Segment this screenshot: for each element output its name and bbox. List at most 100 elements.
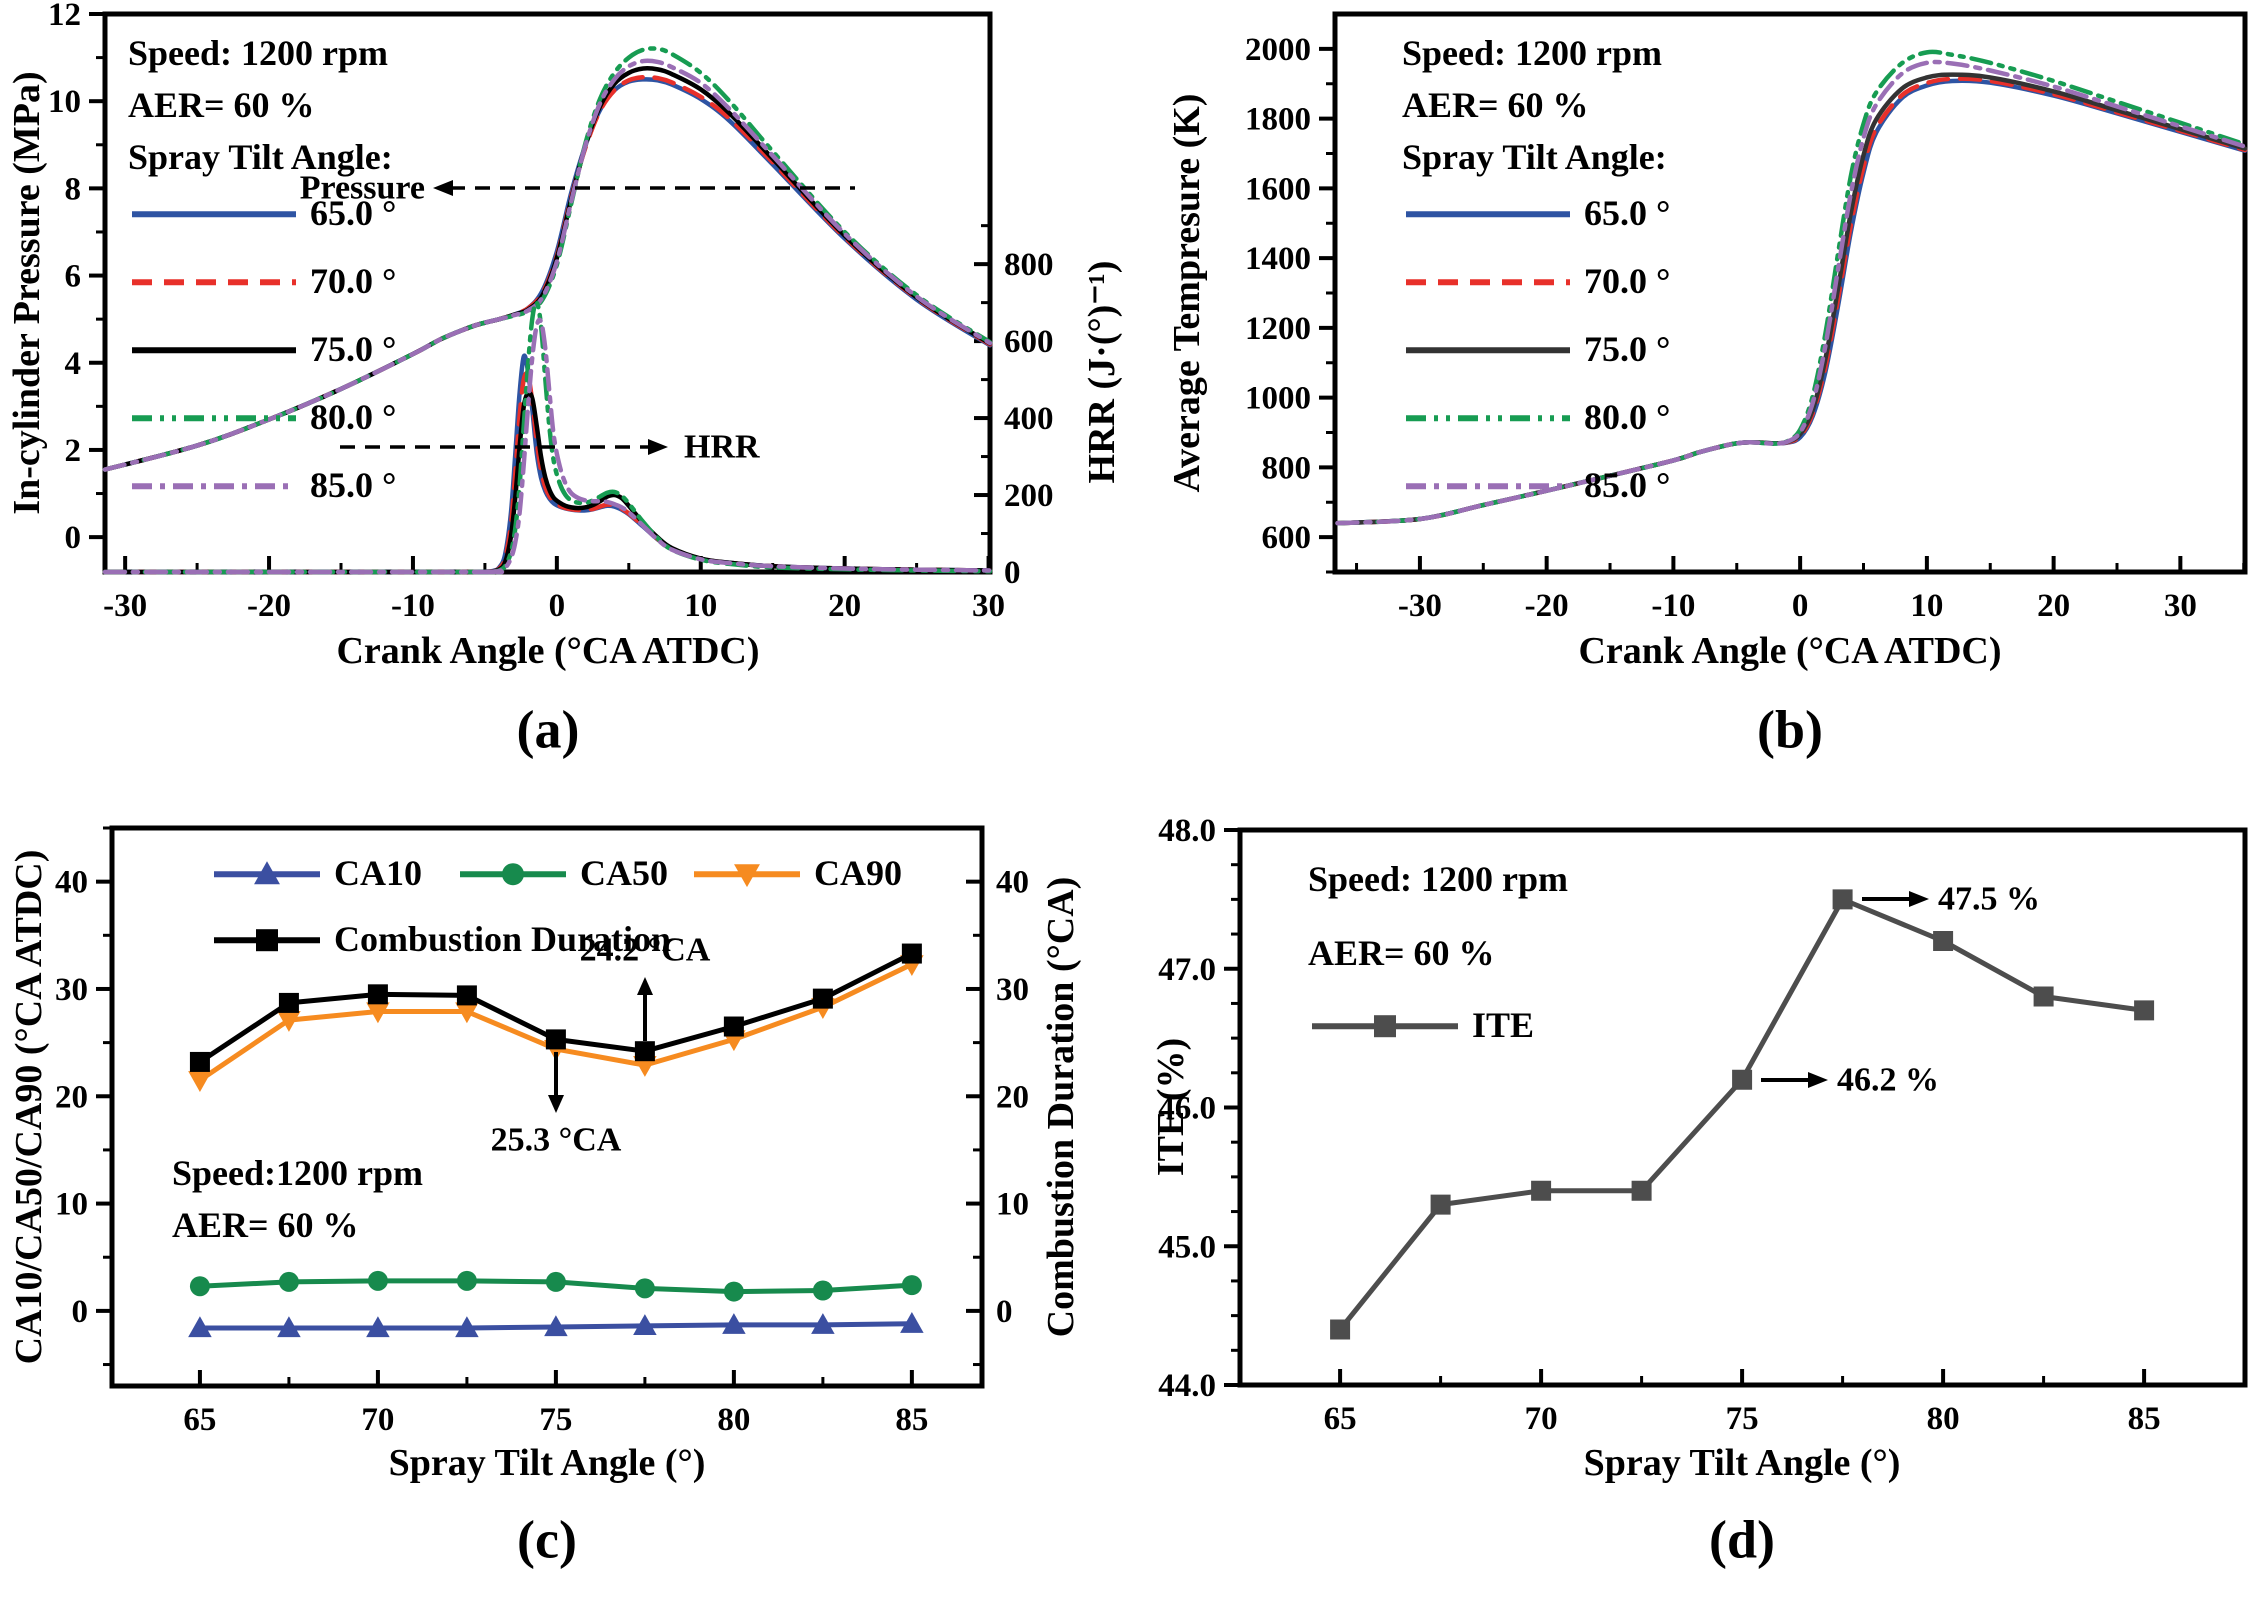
svg-text:20: 20 <box>55 1079 88 1115</box>
legend-entry-combustion-duration: Combustion Duration <box>212 920 671 960</box>
legend-label: 75.0 ° <box>1584 329 1671 370</box>
panel-a-x-title: Crank Angle (°CA ATDC) <box>336 630 760 673</box>
svg-text:47.0: 47.0 <box>1158 952 1216 988</box>
svg-text:2000: 2000 <box>1245 32 1311 68</box>
series-hrr-85-0- <box>102 317 993 575</box>
panel-a-info-aer: AER= 60 % <box>128 85 315 126</box>
svg-text:85: 85 <box>2128 1401 2161 1437</box>
legend-label: 65.0 ° <box>310 193 397 234</box>
svg-text:0: 0 <box>72 1294 89 1330</box>
svg-text:6: 6 <box>65 259 82 295</box>
svg-text:20: 20 <box>2037 588 2070 624</box>
legend-entry-ite: ITE <box>1310 1006 1534 1046</box>
legend-entry-b-65: 65.0 ° <box>1404 194 1670 234</box>
legend-cd-swatch <box>212 926 322 954</box>
svg-text:2: 2 <box>65 433 82 469</box>
legend-label: 75.0 ° <box>310 329 397 370</box>
svg-text:70: 70 <box>361 1402 394 1438</box>
svg-text:10: 10 <box>55 1187 88 1223</box>
legend-entry-b-75: 75.0 ° <box>1404 330 1670 370</box>
legend-entry-b-70: 70.0 ° <box>1404 262 1670 302</box>
legend-entry-ca90: CA90 <box>692 854 902 894</box>
annotation-47-5: 47.5 % <box>1938 880 2040 918</box>
svg-text:0: 0 <box>65 520 82 556</box>
panel-b-info-legend-title: Spray Tilt Angle: <box>1402 137 1667 178</box>
panel-d-x-title: Spray Tilt Angle (°) <box>1583 1442 1901 1485</box>
svg-text:1200: 1200 <box>1245 311 1311 347</box>
legend-line-75-swatch <box>1404 336 1572 364</box>
annotation-46-2: 46.2 % <box>1837 1061 1939 1099</box>
panel-c-info-speed: Speed:1200 rpm <box>172 1153 423 1194</box>
svg-text:0: 0 <box>1004 555 1021 591</box>
svg-text:30: 30 <box>55 972 88 1008</box>
legend-label: CA10 <box>334 853 422 894</box>
series-temperature-85-0- <box>1335 59 2248 526</box>
legend-ca50-swatch <box>458 860 568 888</box>
series-pressure-85-0- <box>102 58 993 472</box>
svg-text:10: 10 <box>48 84 81 120</box>
panel-c-plot: 65 70 75 80 85 0 10 20 30 40 0 10 20 30 40 <box>55 825 1029 1438</box>
panel-c-y-right-title: Combustion Duration (°CA) <box>1040 876 1083 1338</box>
svg-text:1800: 1800 <box>1245 102 1311 138</box>
svg-text:80: 80 <box>1927 1401 1960 1437</box>
annotation-24-2-ca: 24.2 °CA <box>579 931 711 969</box>
legend-label: Combustion Duration <box>334 919 672 960</box>
svg-text:600: 600 <box>1262 520 1312 556</box>
svg-text:10: 10 <box>996 1187 1029 1223</box>
legend-line-70-swatch <box>130 268 298 296</box>
legend-label: 80.0 ° <box>1584 397 1671 438</box>
legend-entry-a-65: 65.0 ° <box>130 194 396 234</box>
svg-text:-30: -30 <box>1398 588 1442 624</box>
svg-text:4: 4 <box>65 346 82 382</box>
svg-text:600: 600 <box>1004 324 1054 360</box>
legend-line-85-swatch <box>130 472 298 500</box>
svg-text:30: 30 <box>2164 588 2197 624</box>
svg-text:65: 65 <box>1324 1401 1357 1437</box>
svg-text:75: 75 <box>539 1402 572 1438</box>
svg-text:0: 0 <box>1792 588 1809 624</box>
series-hrr-80-0- <box>102 300 993 575</box>
svg-text:40: 40 <box>996 865 1029 901</box>
panel-d-plot: 65 70 75 80 85 44.0 45.0 46.0 47.0 48.0 <box>1158 813 2248 1437</box>
svg-text:40: 40 <box>55 865 88 901</box>
legend-entry-a-75: 75.0 ° <box>130 330 396 370</box>
svg-text:30: 30 <box>996 972 1029 1008</box>
svg-text:65: 65 <box>183 1402 216 1438</box>
annotation-arrows <box>340 180 1929 1113</box>
svg-text:80: 80 <box>717 1402 750 1438</box>
panel-b-x-title: Crank Angle (°CA ATDC) <box>1578 630 2002 673</box>
legend-label: 80.0 ° <box>310 397 397 438</box>
svg-text:8: 8 <box>65 171 82 207</box>
panel-d-y-title: ITE (%) <box>1150 1037 1193 1177</box>
legend-label: CA50 <box>580 853 668 894</box>
panel-a-info-speed: Speed: 1200 rpm <box>128 33 388 74</box>
svg-text:1400: 1400 <box>1245 241 1311 277</box>
svg-text:75: 75 <box>1726 1401 1759 1437</box>
legend-label: 70.0 ° <box>310 261 397 302</box>
legend-line-75-swatch <box>130 336 298 364</box>
panel-b-y-title: Average Tempresure (K) <box>1166 93 1209 493</box>
svg-text:1000: 1000 <box>1245 381 1311 417</box>
legend-label: 85.0 ° <box>1584 465 1671 506</box>
legend-entry-ca10: CA10 <box>212 854 422 894</box>
legend-line-80-swatch <box>1404 404 1572 432</box>
legend-entry-b-85: 85.0 ° <box>1404 466 1670 506</box>
svg-text:45.0: 45.0 <box>1158 1229 1216 1265</box>
annotation-25-3-ca: 25.3 °CA <box>490 1121 622 1159</box>
svg-text:-20: -20 <box>247 588 291 624</box>
panel-a-label: (a) <box>516 699 580 760</box>
legend-ca10-swatch <box>212 860 322 888</box>
panel-b-info-aer: AER= 60 % <box>1402 85 1589 126</box>
svg-text:0: 0 <box>996 1294 1013 1330</box>
svg-text:-20: -20 <box>1525 588 1569 624</box>
panel-b-label: (b) <box>1757 699 1823 760</box>
legend-entry-b-80: 80.0 ° <box>1404 398 1670 438</box>
legend-entry-a-80: 80.0 ° <box>130 398 396 438</box>
annotation-pressure: Pressure <box>299 169 425 207</box>
legend-label: 65.0 ° <box>1584 193 1671 234</box>
legend-label: 70.0 ° <box>1584 261 1671 302</box>
panel-c-y-left-title: CA10/CA50/CA90 (°CA ATDC) <box>8 849 51 1365</box>
legend-line-70-swatch <box>1404 268 1572 296</box>
